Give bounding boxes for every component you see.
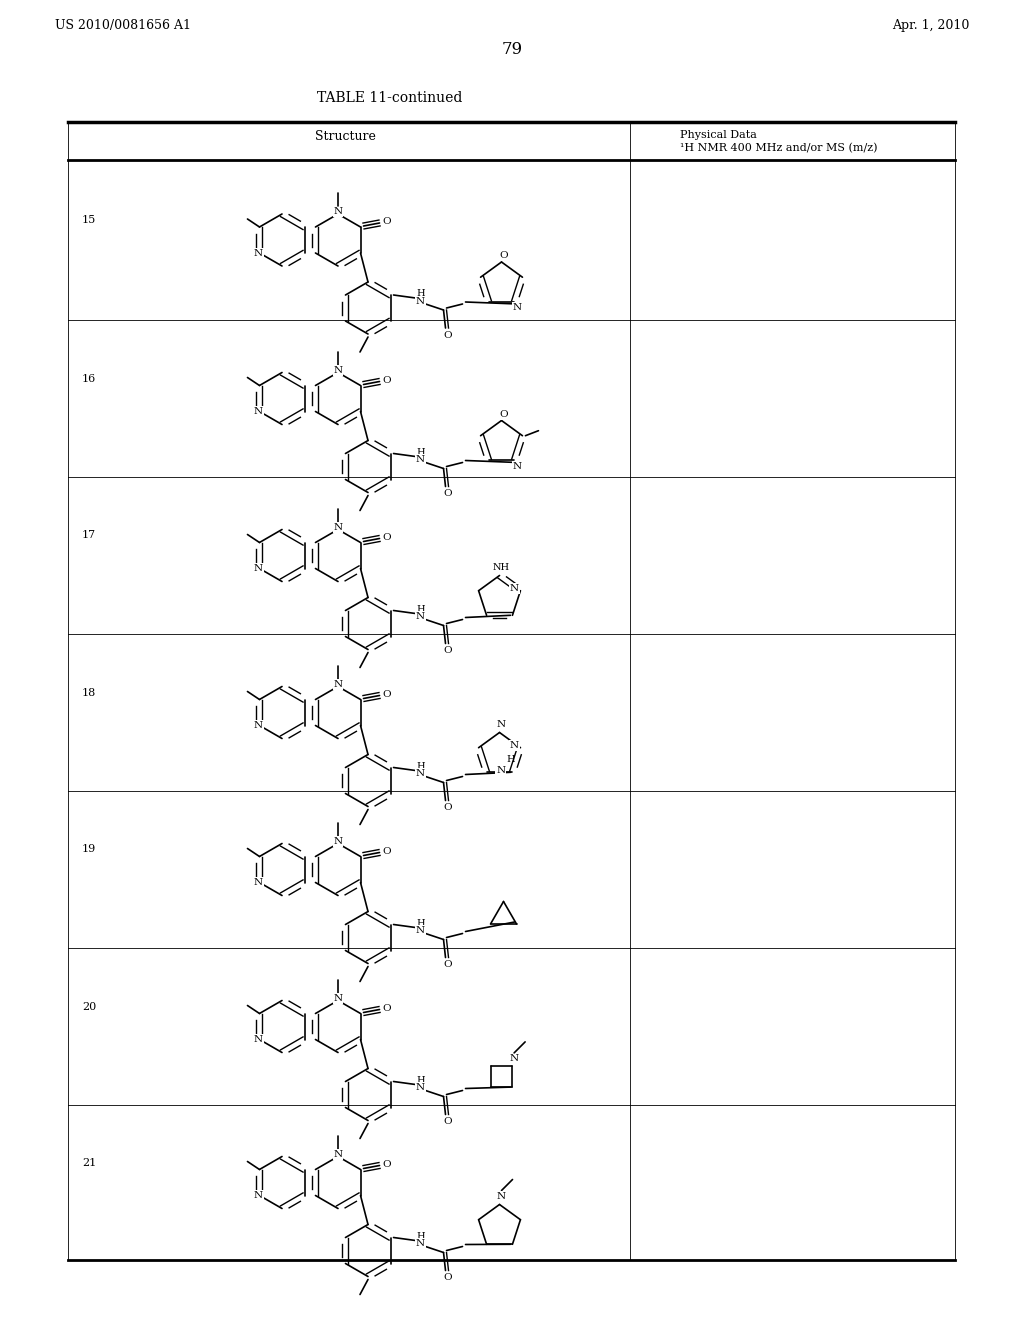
Text: O: O	[443, 1272, 452, 1282]
Text: O: O	[500, 252, 508, 260]
Text: H: H	[416, 289, 425, 298]
Text: O: O	[500, 411, 508, 418]
Text: O: O	[382, 1160, 391, 1170]
Text: O: O	[443, 488, 452, 498]
Text: O: O	[382, 1005, 391, 1012]
Text: N: N	[416, 1082, 425, 1092]
Text: N: N	[513, 462, 522, 471]
Text: N: N	[510, 585, 519, 593]
Text: TABLE 11-continued: TABLE 11-continued	[317, 91, 463, 106]
Text: N: N	[416, 770, 425, 777]
Text: H: H	[416, 762, 425, 771]
Text: N: N	[496, 766, 505, 775]
Text: O: O	[443, 330, 452, 339]
Text: H: H	[416, 1076, 425, 1085]
Text: 17: 17	[82, 531, 96, 540]
Text: N: N	[510, 742, 519, 750]
Text: H: H	[416, 919, 425, 928]
Text: N: N	[254, 1191, 263, 1200]
Text: N: N	[254, 1035, 263, 1044]
Text: O: O	[443, 960, 452, 969]
Text: N: N	[334, 994, 343, 1003]
Text: Structure: Structure	[314, 129, 376, 143]
Text: Physical Data: Physical Data	[680, 129, 757, 140]
Text: N: N	[334, 1150, 343, 1159]
Text: N: N	[334, 523, 343, 532]
Text: N: N	[416, 612, 425, 620]
Text: N: N	[334, 207, 343, 216]
Text: N: N	[497, 719, 506, 729]
Text: N: N	[513, 304, 522, 313]
Text: O: O	[443, 1117, 452, 1126]
Text: 18: 18	[82, 688, 96, 697]
Text: O: O	[443, 803, 452, 812]
Text: N: N	[416, 927, 425, 935]
Text: 16: 16	[82, 374, 96, 384]
Text: ¹H NMR 400 MHz and/or MS (m/z): ¹H NMR 400 MHz and/or MS (m/z)	[680, 143, 878, 153]
Text: N: N	[334, 837, 343, 846]
Text: N: N	[416, 1239, 425, 1247]
Text: O: O	[382, 218, 391, 227]
Text: O: O	[382, 690, 391, 700]
Text: H: H	[416, 605, 425, 614]
Text: N: N	[254, 564, 263, 573]
Text: H: H	[416, 447, 425, 457]
Text: H: H	[416, 1232, 425, 1241]
Text: O: O	[443, 645, 452, 655]
Text: US 2010/0081656 A1: US 2010/0081656 A1	[55, 18, 191, 32]
Text: O: O	[382, 533, 391, 543]
Text: 21: 21	[82, 1158, 96, 1167]
Text: N: N	[254, 878, 263, 887]
Text: 79: 79	[502, 41, 522, 58]
Text: Apr. 1, 2010: Apr. 1, 2010	[892, 18, 969, 32]
Text: O: O	[382, 847, 391, 855]
Text: N: N	[497, 1192, 506, 1201]
Text: O: O	[382, 376, 391, 385]
Text: N: N	[254, 721, 263, 730]
Text: N: N	[416, 455, 425, 465]
Text: N: N	[334, 366, 343, 375]
Text: N: N	[254, 407, 263, 416]
Text: N: N	[334, 680, 343, 689]
Text: H: H	[507, 755, 515, 764]
Text: N: N	[416, 297, 425, 305]
Text: 19: 19	[82, 845, 96, 854]
Text: N: N	[510, 1055, 519, 1064]
Text: 15: 15	[82, 215, 96, 224]
Text: NH: NH	[493, 564, 510, 572]
Text: 20: 20	[82, 1002, 96, 1011]
Text: N: N	[254, 248, 263, 257]
